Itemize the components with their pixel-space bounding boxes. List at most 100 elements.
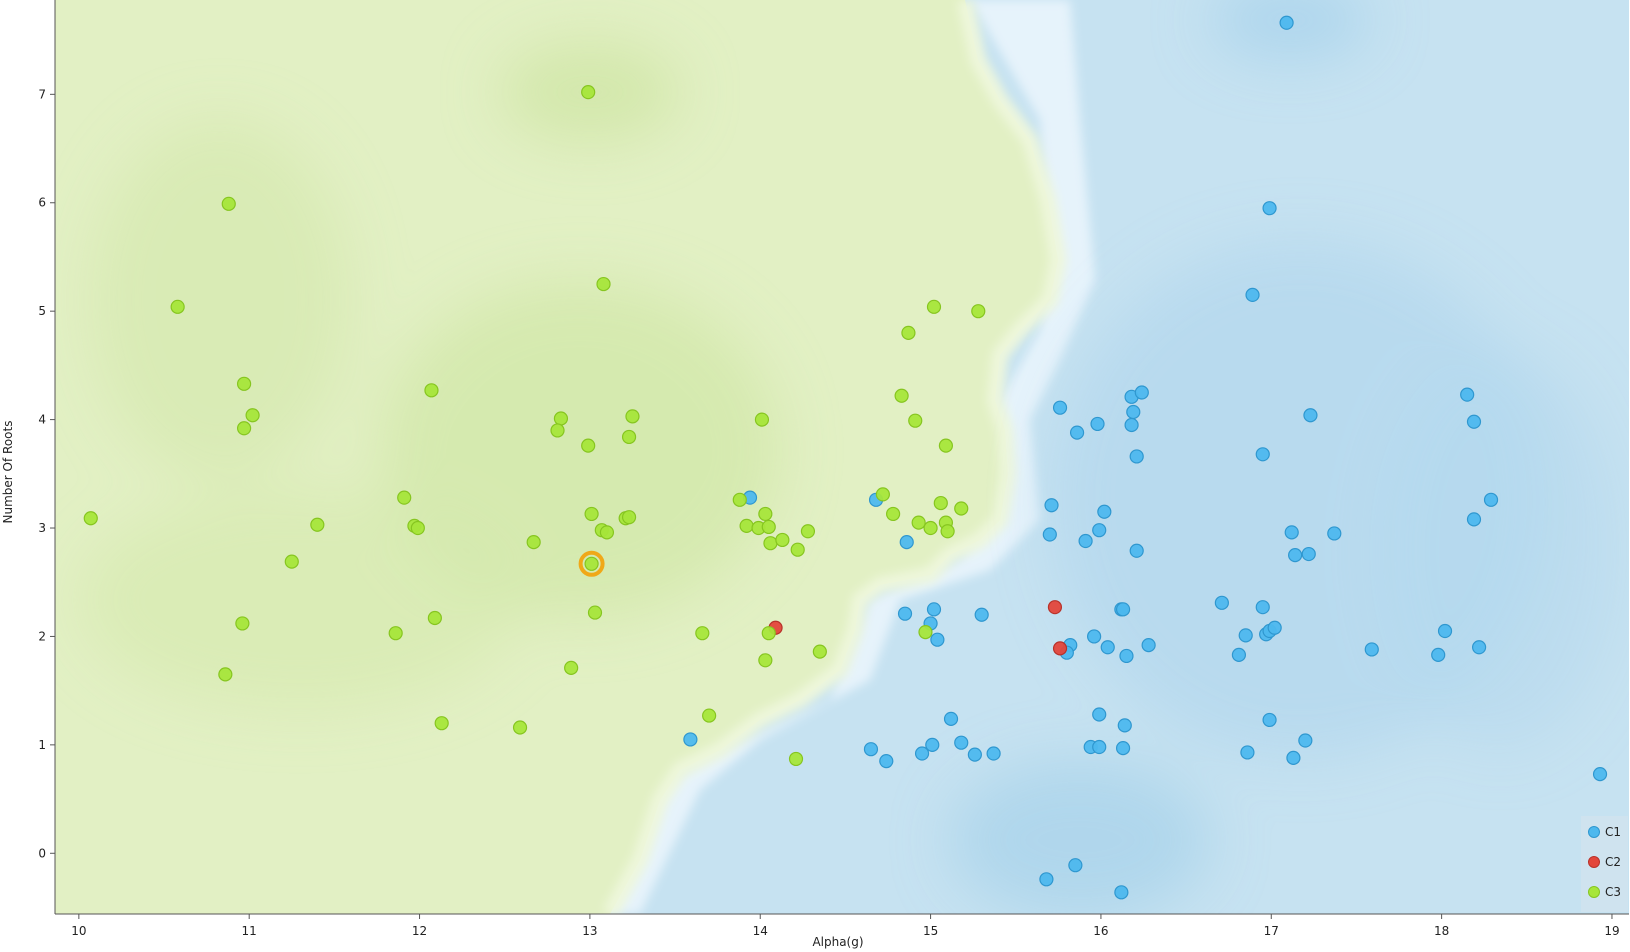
data-point-c1[interactable] — [899, 535, 914, 550]
data-point-c3[interactable] — [933, 495, 948, 511]
data-point-c1[interactable] — [1231, 647, 1247, 662]
data-point-c3[interactable] — [221, 196, 236, 211]
data-point-c1[interactable] — [1087, 629, 1102, 644]
data-point-c3[interactable] — [388, 626, 403, 641]
data-point-c1[interactable] — [1483, 492, 1499, 507]
data-point-c1[interactable] — [1460, 387, 1475, 402]
data-point-c3[interactable] — [926, 299, 942, 314]
data-point-c1[interactable] — [1052, 400, 1068, 415]
data-point-c1[interactable] — [1069, 425, 1085, 440]
data-point-c1[interactable] — [1039, 872, 1054, 887]
data-point-c1[interactable] — [1262, 201, 1277, 216]
data-point-c1[interactable] — [1042, 527, 1057, 542]
data-point-c3[interactable] — [938, 438, 954, 453]
data-point-c1[interactable] — [1284, 525, 1299, 540]
data-point-c1[interactable] — [1592, 767, 1608, 782]
data-point-c1[interactable] — [1288, 548, 1303, 563]
data-point-c1[interactable] — [986, 746, 1001, 761]
data-point-c3[interactable] — [894, 388, 909, 403]
data-point-c3[interactable] — [788, 751, 804, 767]
data-point-c3[interactable] — [954, 501, 969, 516]
data-point-c1[interactable] — [1301, 546, 1316, 562]
data-point-c3[interactable] — [732, 492, 747, 507]
data-point-c3[interactable] — [397, 490, 412, 505]
data-point-c3[interactable] — [702, 708, 717, 723]
data-point-c3[interactable] — [235, 616, 250, 631]
data-point-c3[interactable] — [758, 653, 773, 668]
data-point-c1[interactable] — [1126, 404, 1141, 420]
data-point-c1[interactable] — [967, 747, 982, 762]
data-point-c3[interactable] — [886, 506, 901, 522]
data-point-c3[interactable] — [908, 413, 923, 428]
data-point-c1[interactable] — [974, 607, 989, 622]
data-point-c3[interactable] — [621, 510, 637, 525]
data-point-c1[interactable] — [1078, 533, 1093, 549]
data-point-c1[interactable] — [1115, 602, 1131, 617]
data-point-c3[interactable] — [83, 511, 98, 526]
data-point-c2[interactable] — [1047, 600, 1063, 615]
data-point-c3[interactable] — [581, 438, 596, 453]
data-point-c1[interactable] — [1097, 504, 1112, 519]
data-point-c1[interactable] — [1100, 640, 1115, 655]
data-point-c3[interactable] — [550, 423, 565, 438]
data-point-c1[interactable] — [1255, 447, 1270, 462]
data-point-c3[interactable] — [763, 536, 778, 551]
data-point-c3[interactable] — [761, 519, 776, 535]
data-point-c3[interactable] — [739, 518, 754, 533]
data-point-c1[interactable] — [1298, 733, 1313, 748]
data-point-c1[interactable] — [1466, 512, 1482, 527]
data-point-c1[interactable] — [1092, 739, 1107, 755]
data-point-c1[interactable] — [1092, 523, 1107, 538]
selected-point-ring[interactable] — [578, 550, 605, 577]
data-point-c3[interactable] — [284, 554, 299, 569]
data-point-c3[interactable] — [775, 532, 790, 548]
data-point-c1[interactable] — [1119, 648, 1134, 664]
data-point-c3[interactable] — [599, 525, 615, 540]
data-point-c3[interactable] — [245, 408, 260, 423]
data-point-c1[interactable] — [1141, 638, 1156, 653]
data-point-c1[interactable] — [1262, 712, 1277, 728]
data-point-c1[interactable] — [1255, 600, 1270, 615]
data-point-c3[interactable] — [790, 542, 805, 557]
data-point-c3[interactable] — [923, 520, 938, 536]
data-point-c1[interactable] — [1327, 526, 1342, 541]
data-point-c3[interactable] — [553, 411, 569, 426]
data-point-c1[interactable] — [926, 602, 942, 617]
data-point-c1[interactable] — [879, 754, 894, 769]
data-point-c3[interactable] — [918, 625, 933, 640]
data-point-c1[interactable] — [1364, 642, 1379, 657]
data-point-c3[interactable] — [434, 716, 449, 731]
data-point-c2[interactable] — [1052, 641, 1068, 656]
data-point-c3[interactable] — [526, 535, 541, 550]
data-point-c3[interactable] — [940, 524, 955, 539]
data-point-c3[interactable] — [911, 515, 926, 530]
data-point-c3[interactable] — [621, 429, 637, 445]
data-point-c1[interactable] — [1279, 15, 1294, 30]
data-point-c1[interactable] — [1044, 498, 1059, 513]
data-point-c3[interactable] — [800, 524, 816, 539]
data-point-c1[interactable] — [1238, 628, 1253, 643]
data-point-c3[interactable] — [695, 626, 710, 641]
data-point-c1[interactable] — [1286, 750, 1301, 765]
data-point-c1[interactable] — [863, 742, 879, 757]
data-point-c3[interactable] — [625, 409, 640, 424]
data-point-c3[interactable] — [761, 626, 776, 641]
data-point-c3[interactable] — [901, 325, 916, 340]
data-point-c1[interactable] — [1303, 408, 1318, 423]
data-point-c1[interactable] — [1431, 647, 1446, 662]
data-point-c1[interactable] — [1245, 287, 1260, 303]
data-point-c3[interactable] — [310, 517, 325, 532]
data-point-c3[interactable] — [971, 304, 986, 319]
data-point-c3[interactable] — [236, 421, 252, 436]
data-point-c1[interactable] — [1471, 640, 1487, 655]
data-point-c1[interactable] — [1117, 718, 1132, 733]
data-point-c1[interactable] — [1129, 449, 1144, 464]
data-point-c3[interactable] — [587, 605, 603, 620]
data-point-c3[interactable] — [754, 412, 770, 427]
data-point-c3[interactable] — [584, 556, 599, 571]
data-point-c3[interactable] — [512, 720, 528, 735]
data-point-c3[interactable] — [812, 644, 827, 659]
data-point-c3[interactable] — [218, 667, 233, 682]
data-point-c1[interactable] — [930, 632, 945, 647]
data-point-c3[interactable] — [581, 85, 596, 100]
